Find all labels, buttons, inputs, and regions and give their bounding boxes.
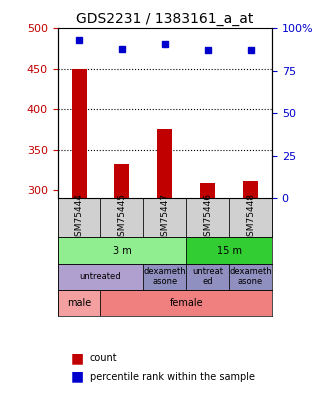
Bar — [143, 264, 186, 290]
Text: dexameth
asone: dexameth asone — [143, 267, 186, 286]
Bar — [58, 264, 143, 290]
Bar — [200, 183, 215, 198]
FancyBboxPatch shape — [186, 198, 229, 237]
FancyBboxPatch shape — [58, 198, 100, 237]
Bar — [243, 181, 258, 198]
Title: GDS2231 / 1383161_a_at: GDS2231 / 1383161_a_at — [76, 12, 253, 26]
Text: GSM75448: GSM75448 — [246, 193, 255, 242]
Bar — [157, 130, 172, 198]
Text: untreated: untreated — [80, 272, 121, 281]
FancyBboxPatch shape — [100, 198, 143, 237]
Text: count: count — [90, 354, 117, 363]
Text: untreat
ed: untreat ed — [192, 267, 223, 286]
Text: GSM75444: GSM75444 — [75, 194, 84, 242]
Bar — [229, 264, 272, 290]
Text: GSM75446: GSM75446 — [203, 193, 212, 242]
Text: GSM75447: GSM75447 — [160, 193, 169, 242]
Bar — [58, 290, 100, 316]
Bar — [100, 290, 272, 316]
FancyBboxPatch shape — [143, 198, 186, 237]
Text: percentile rank within the sample: percentile rank within the sample — [90, 372, 255, 382]
Text: ■: ■ — [70, 352, 84, 365]
Bar — [58, 237, 186, 264]
Text: 15 m: 15 m — [217, 245, 242, 256]
FancyBboxPatch shape — [229, 198, 272, 237]
Bar — [186, 237, 272, 264]
Text: male: male — [67, 298, 91, 308]
Text: GSM75445: GSM75445 — [117, 193, 126, 242]
Text: female: female — [169, 298, 203, 308]
Text: dexameth
asone: dexameth asone — [229, 267, 272, 286]
Text: 3 m: 3 m — [113, 245, 131, 256]
Bar — [72, 69, 86, 198]
Bar — [186, 264, 229, 290]
Bar — [115, 164, 129, 198]
Text: ■: ■ — [70, 370, 84, 384]
